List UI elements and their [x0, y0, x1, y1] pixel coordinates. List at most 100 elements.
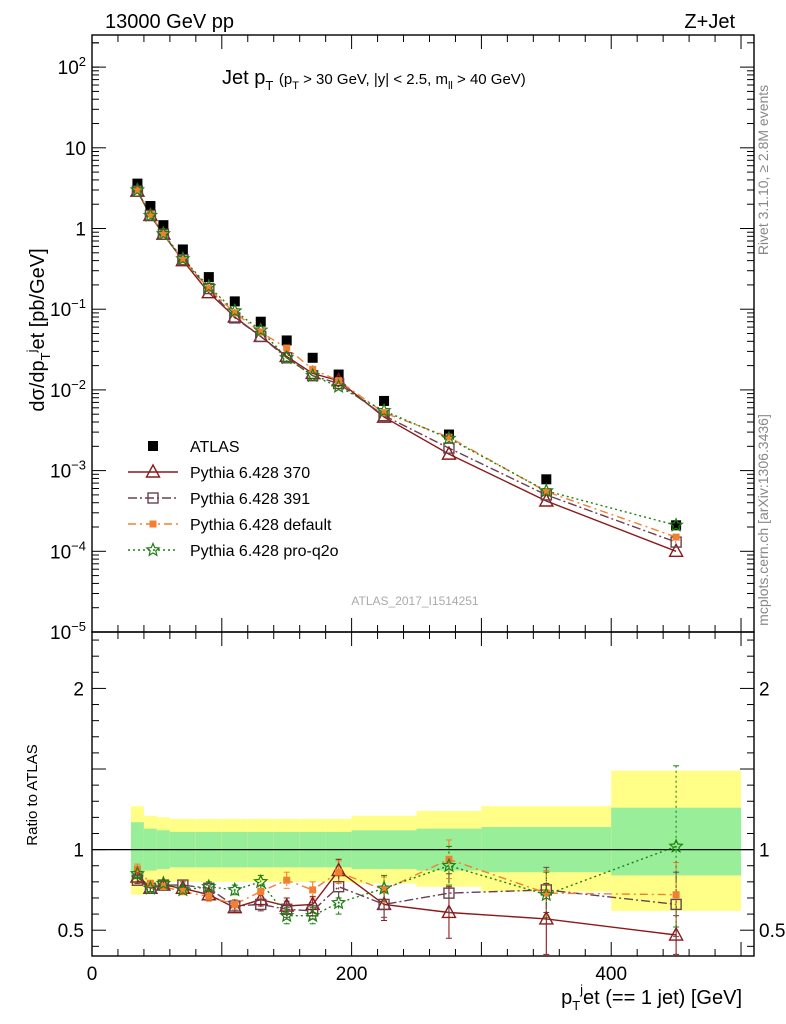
ratio-point-p391-13: [670, 898, 682, 911]
y-title-pre: dσ/dp: [27, 360, 49, 411]
main-point-pq2o-2: [155, 225, 172, 241]
x-tick-label-0: 0: [87, 964, 98, 985]
main-point-pq2o-11: [441, 430, 457, 445]
svg-text:mcplots.cern.ch [arXiv:1306.34: mcplots.cern.ch [arXiv:1306.3436]: [755, 414, 771, 626]
plot-title-main-sub: T: [265, 78, 273, 93]
ratio-tick-label-right-0.5: 0.5: [759, 921, 785, 942]
main-point-pdefault-1: [146, 210, 154, 218]
mcplots-label: mcplots.cern.ch [arXiv:1306.3436]: [755, 414, 771, 626]
main-point-pq2o-10: [376, 402, 392, 418]
ratio-point-p370-7: [279, 897, 295, 912]
ratio-point-pq2o-8: [305, 907, 321, 923]
main-point-pdefault-11: [445, 433, 453, 441]
y-tick-label-10^-2: 10−2: [50, 377, 86, 402]
y-tick-label-10^-4: 10−4: [50, 538, 86, 563]
x-title-post: et (== 1 jet) [GeV]: [583, 987, 742, 1009]
plot-title-cut-sub: T: [292, 80, 299, 92]
ratio-point-pq2o-2: [155, 875, 172, 890]
legend-marker-pdefault: [149, 520, 157, 528]
ratio-point-pdefault-13: [672, 891, 680, 899]
main-point-pdefault-10: [380, 409, 388, 417]
legend-marker-pq2o: [145, 541, 161, 557]
main-point-p391-4: [203, 282, 215, 295]
main-point-p391-11: [443, 442, 455, 454]
legend: ATLAS Pythia 6.428 370 Pythia 6.428 391 Pyt…: [128, 439, 339, 560]
main-point-pq2o-7: [279, 349, 295, 365]
x-tick-label-400: 400: [595, 964, 627, 985]
svg-text:pTjet (== 1 jet) [GeV]: pTjet (== 1 jet) [GeV]: [561, 982, 742, 1013]
ratio-point-pq2o-1: [142, 880, 159, 895]
axes: 0 200 400 10−5 10−4 10−3 10−2 10−1 1 10 102 0.5 0.5 1…: [50, 34, 785, 985]
ratio-point-pdefault-10: [380, 886, 388, 894]
main-point-p391-0: [131, 185, 144, 197]
ratio-point-p391-9: [332, 880, 345, 893]
main-point-pq2o-13: [668, 517, 684, 532]
plot-title-cut-end: > 40 GeV): [453, 71, 526, 88]
main-point-atlas-5: [229, 296, 240, 307]
main-point-pdefault-7: [283, 344, 291, 352]
main-point-pdefault-13: [672, 533, 680, 541]
rivet-label: Rivet 3.1.10, ≥ 2.8M events: [755, 85, 771, 255]
ratio-point-pdefault-4: [205, 892, 213, 900]
main-point-pdefault-6: [257, 328, 265, 336]
plot-title: Jet pT (pT > 30 GeV, |y| < 2.5, mll > 40…: [222, 67, 526, 93]
y-tick-label-10^2: 102: [58, 54, 86, 79]
legend-label-atlas: ATLAS: [190, 439, 240, 456]
svg-text:Jet pT (pT > 30 GeV, |y| < 2.5: Jet pT (pT > 30 GeV, |y| < 2.5, mll > 40…: [222, 67, 526, 93]
main-point-pq2o-8: [305, 367, 321, 383]
x-title-sub: T: [572, 998, 580, 1013]
ratio-point-pq2o-12: [538, 886, 554, 902]
main-point-p391-2: [157, 228, 170, 240]
ratio-tick-label-left-0.5: 0.5: [58, 921, 84, 942]
ratio-point-pdefault-3: [179, 888, 187, 896]
legend-label-pq2o: Pythia 6.428 pro-q2o: [190, 543, 339, 560]
ratio-line-p391: [137, 879, 677, 912]
main-point-pq2o-12: [538, 482, 555, 498]
ratio-tick-label-left-1: 1: [73, 841, 84, 862]
y-axis-title-ratio: Ratio to ATLAS: [24, 744, 41, 845]
legend-marker-atlas: [148, 441, 158, 451]
main-point-pdefault-5: [231, 309, 239, 317]
ratio-tick-label-right-2: 2: [759, 679, 770, 700]
ratio-point-pdefault-1: [146, 879, 154, 887]
legend-label-p370: Pythia 6.428 370: [190, 465, 310, 482]
plot-title-cut-open: (p: [279, 71, 292, 88]
main-point-atlas-12: [541, 474, 552, 485]
main-point-atlas-6: [255, 316, 266, 327]
main-line-p391: [136, 190, 677, 543]
svg-text:dσ/dpTjet [pb/GeV]: dσ/dpTjet [pb/GeV]: [24, 248, 53, 411]
y-tick-label-10^-5: 10−5: [50, 619, 86, 644]
ratio-point-pdefault-6: [257, 888, 265, 896]
main-point-atlas-2: [158, 220, 169, 231]
x-axis-title: pTjet (== 1 jet) [GeV]: [561, 982, 742, 1013]
ratio-point-pdefault-0: [133, 865, 141, 873]
legend-marker-p370: [145, 463, 161, 478]
ratio-point-pq2o-7: [279, 907, 295, 923]
y-tick-label-10^-1: 10−1: [50, 296, 86, 321]
ratio-point-pdefault-5: [231, 900, 239, 908]
plot-title-main: Jet p: [222, 67, 265, 89]
energy-label: 13000 GeV pp: [105, 11, 234, 33]
ratio-point-pq2o-6: [253, 873, 269, 889]
ratio-point-p391-7: [281, 903, 293, 915]
y-title-sup: j: [24, 349, 39, 353]
ratio-point-pq2o-9: [330, 894, 347, 910]
x-title-pre: p: [561, 987, 572, 1009]
x-tick-label-200: 200: [336, 964, 368, 985]
x-title-sup: j: [579, 982, 583, 997]
y-tick-label-1: 1: [75, 220, 86, 241]
main-point-pdefault-3: [179, 256, 187, 264]
main-point-p391-3: [177, 254, 189, 266]
main-point-atlas-13: [671, 520, 682, 531]
main-point-atlas-1: [145, 201, 156, 212]
ratio-frame: [91, 631, 755, 957]
uncertainty-bands: [92, 770, 754, 911]
main-point-atlas-10: [379, 395, 390, 406]
plot-title-cut-sub2: ll: [448, 80, 453, 92]
main-point-pdefault-2: [159, 230, 167, 238]
ratio-point-p391-11: [443, 887, 455, 899]
ratio-point-p370-13: [668, 926, 684, 941]
ratio-tick-label-right-1: 1: [759, 841, 770, 862]
legend-marker-p391: [147, 492, 159, 504]
